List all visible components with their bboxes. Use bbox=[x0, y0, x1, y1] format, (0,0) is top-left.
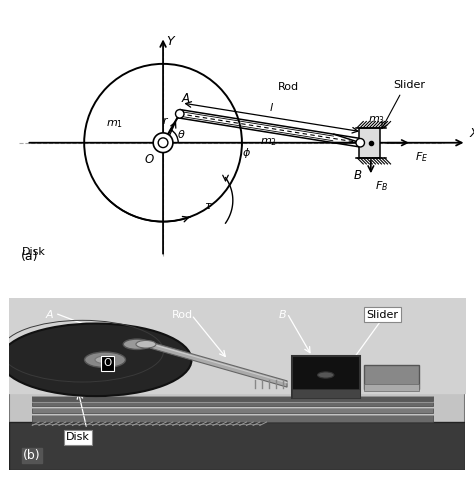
Text: $\tau$: $\tau$ bbox=[204, 202, 213, 211]
Circle shape bbox=[84, 352, 126, 368]
Circle shape bbox=[318, 372, 334, 378]
Circle shape bbox=[0, 324, 191, 396]
Text: (a): (a) bbox=[20, 250, 38, 263]
Circle shape bbox=[158, 138, 168, 147]
Text: A: A bbox=[46, 310, 54, 320]
Circle shape bbox=[153, 133, 173, 153]
Text: $F_E$: $F_E$ bbox=[415, 150, 428, 164]
Circle shape bbox=[175, 109, 184, 118]
Bar bbox=[32, 402, 433, 407]
Text: A: A bbox=[181, 92, 189, 105]
Text: Disk: Disk bbox=[66, 432, 90, 443]
Text: $r$: $r$ bbox=[162, 115, 169, 126]
Bar bbox=[32, 408, 433, 413]
Bar bbox=[292, 389, 360, 398]
Bar bbox=[292, 356, 360, 398]
Bar bbox=[32, 415, 433, 422]
Circle shape bbox=[123, 339, 151, 349]
Bar bbox=[359, 128, 380, 158]
Text: $\phi$: $\phi$ bbox=[242, 146, 251, 160]
Text: $F_B$: $F_B$ bbox=[375, 179, 389, 193]
Text: $m_2$: $m_2$ bbox=[260, 136, 277, 147]
Bar bbox=[365, 365, 419, 389]
Text: $\theta$: $\theta$ bbox=[177, 128, 185, 140]
Text: Slider: Slider bbox=[393, 80, 425, 90]
Text: $l$: $l$ bbox=[269, 101, 274, 113]
Circle shape bbox=[356, 139, 365, 147]
Circle shape bbox=[136, 340, 156, 348]
Text: $m_3$: $m_3$ bbox=[368, 114, 385, 126]
Text: O: O bbox=[145, 153, 154, 167]
Text: Rod: Rod bbox=[277, 82, 299, 92]
Text: Slider: Slider bbox=[366, 310, 399, 320]
Text: B: B bbox=[353, 168, 361, 181]
Text: (b): (b) bbox=[23, 449, 41, 462]
Text: O: O bbox=[103, 358, 111, 368]
Text: X: X bbox=[469, 127, 474, 140]
Text: B: B bbox=[279, 310, 286, 320]
Bar bbox=[365, 384, 419, 391]
Text: Y: Y bbox=[166, 35, 173, 48]
Text: Disk: Disk bbox=[22, 247, 46, 257]
Circle shape bbox=[95, 356, 115, 364]
Text: Rod: Rod bbox=[172, 310, 193, 320]
Bar bbox=[32, 396, 433, 401]
Polygon shape bbox=[151, 342, 287, 387]
Text: $m_1$: $m_1$ bbox=[106, 119, 123, 131]
Bar bbox=[9, 422, 465, 470]
